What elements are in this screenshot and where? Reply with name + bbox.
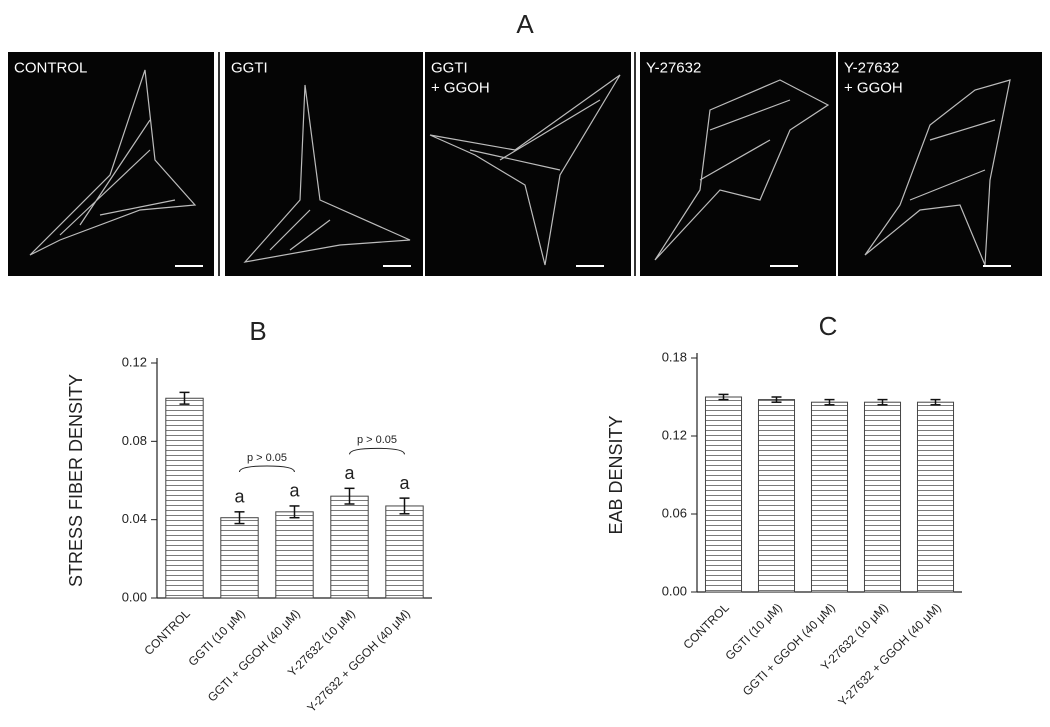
x-tick-label: CONTROL bbox=[141, 606, 193, 658]
cell bbox=[29, 69, 197, 256]
bracket bbox=[239, 465, 295, 473]
y-tick-label: 0.06 bbox=[662, 505, 687, 520]
image-label: GGTI bbox=[231, 59, 268, 76]
y-tick-label: 0.08 bbox=[122, 433, 147, 448]
y-axis-label: STRESS FIBER DENSITY bbox=[66, 374, 86, 587]
bar bbox=[757, 399, 796, 593]
bar bbox=[165, 397, 204, 599]
image-label: GGTI bbox=[431, 59, 468, 76]
x-tick-label: GGTI (10 μM) bbox=[185, 606, 247, 668]
y-tick-label: 0.00 bbox=[122, 589, 147, 604]
bar bbox=[385, 505, 424, 599]
y-tick-label: 0.00 bbox=[662, 583, 687, 598]
chart-title: B bbox=[249, 316, 266, 346]
significance-letter: a bbox=[234, 487, 245, 507]
bracket-label: p > 0.05 bbox=[247, 452, 287, 464]
bar bbox=[704, 396, 743, 593]
significance-letter: a bbox=[399, 473, 410, 493]
y-tick-label: 0.12 bbox=[662, 427, 687, 442]
chart-title: C bbox=[819, 311, 838, 341]
cell bbox=[429, 74, 621, 266]
image bbox=[8, 52, 214, 276]
cell bbox=[243, 84, 411, 263]
significance-letter: a bbox=[289, 481, 300, 501]
panel-label: A bbox=[516, 9, 534, 39]
y-tick-label: 0.18 bbox=[662, 349, 687, 364]
y-tick-label: 0.04 bbox=[122, 511, 147, 526]
y-tick-label: 0.12 bbox=[122, 354, 147, 369]
significance-letter: a bbox=[344, 463, 355, 483]
x-tick-label: GGTI + GGOH (40 μM) bbox=[205, 606, 303, 704]
cell bbox=[864, 79, 1011, 266]
bar bbox=[810, 401, 849, 593]
image bbox=[425, 52, 631, 276]
bar bbox=[916, 401, 955, 593]
micrographs bbox=[8, 52, 1042, 276]
bar bbox=[220, 517, 259, 599]
image bbox=[225, 52, 423, 276]
image-label: CONTROL bbox=[14, 59, 87, 76]
bracket bbox=[349, 447, 405, 455]
image-label: + GGOH bbox=[431, 79, 490, 96]
x-tick-label: CONTROL bbox=[680, 600, 732, 652]
x-tick-label: GGTI + GGOH (40 μM) bbox=[740, 600, 838, 698]
bracket-label: p > 0.05 bbox=[357, 434, 397, 446]
bar bbox=[275, 511, 314, 599]
image-label: + GGOH bbox=[844, 79, 903, 96]
x-tick-label: Y-27632 + GGOH (40 μM) bbox=[304, 606, 413, 715]
y-axis-label: EAB DENSITY bbox=[606, 415, 626, 534]
image bbox=[640, 52, 836, 276]
bar bbox=[330, 495, 369, 599]
bar bbox=[863, 401, 902, 593]
image-label: Y-27632 bbox=[646, 59, 701, 76]
cell bbox=[654, 79, 830, 261]
image-label: Y-27632 bbox=[844, 59, 899, 76]
x-tick-label: Y-27632 + GGOH (40 μM) bbox=[835, 600, 944, 709]
